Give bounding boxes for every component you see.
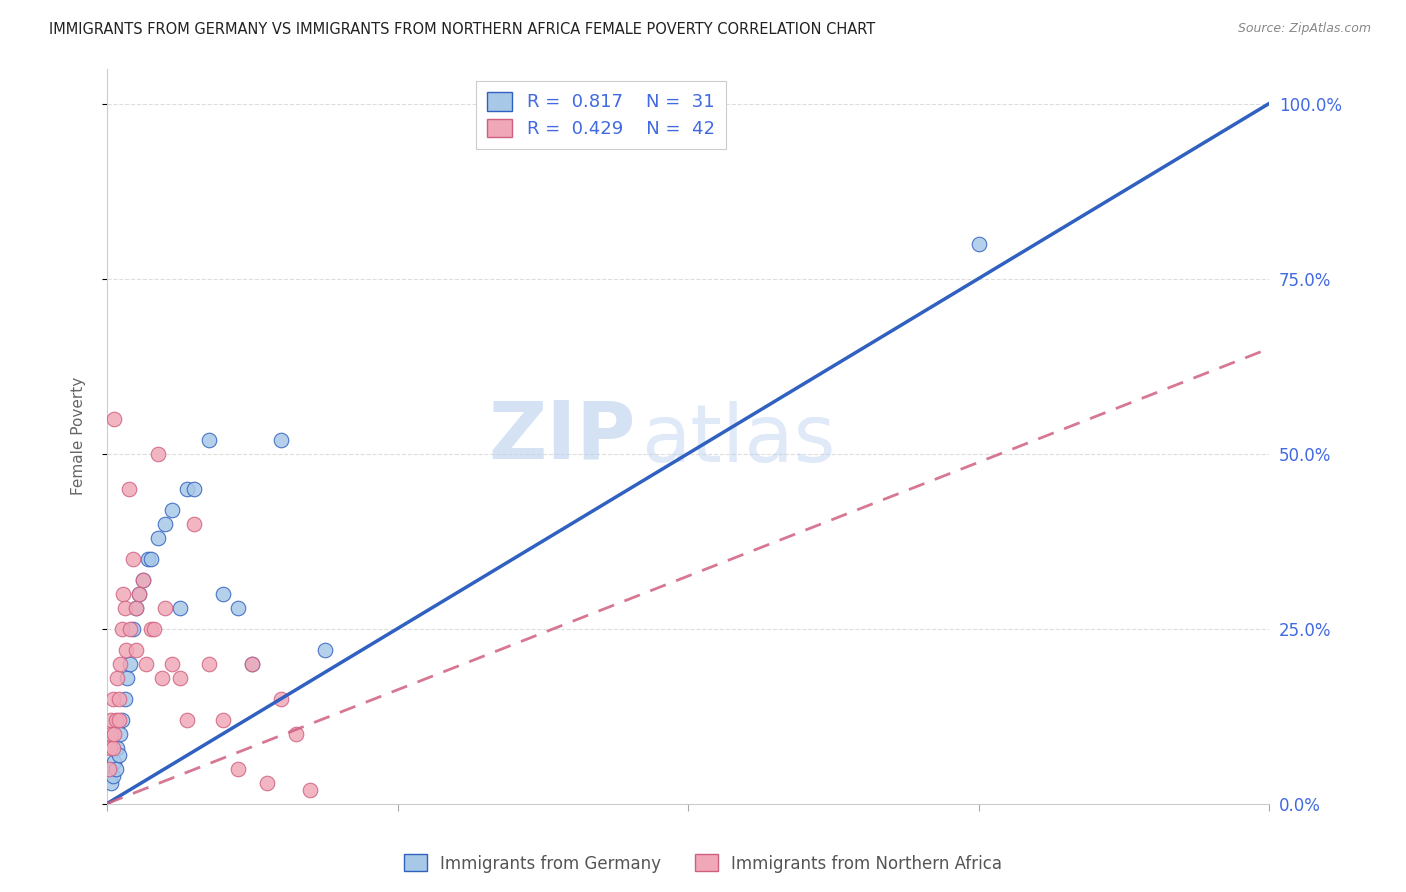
Point: [226, 600, 249, 615]
Point: [299, 782, 322, 797]
Point: [122, 622, 145, 636]
Point: [967, 236, 990, 251]
Legend: Immigrants from Germany, Immigrants from Northern Africa: Immigrants from Germany, Immigrants from…: [396, 847, 1010, 880]
Point: [114, 600, 136, 615]
Point: [132, 573, 155, 587]
Legend: R =  0.817    N =  31, R =  0.429    N =  42: R = 0.817 N = 31, R = 0.429 N = 42: [477, 81, 725, 149]
Point: [117, 671, 139, 685]
Point: [139, 551, 162, 566]
Point: [153, 600, 176, 615]
Point: [197, 433, 219, 447]
Point: [98, 762, 121, 776]
Point: [122, 551, 145, 566]
Point: [139, 622, 162, 636]
Point: [105, 671, 128, 685]
Point: [100, 775, 122, 789]
Point: [256, 775, 278, 789]
Point: [176, 482, 198, 496]
Point: [197, 657, 219, 671]
Point: [146, 446, 169, 460]
Point: [212, 713, 235, 727]
Point: [107, 691, 129, 706]
Point: [118, 482, 141, 496]
Point: [240, 657, 263, 671]
Point: [226, 762, 249, 776]
Point: [108, 657, 131, 671]
Point: [101, 740, 124, 755]
Point: [183, 516, 205, 531]
Point: [183, 482, 205, 496]
Point: [110, 622, 132, 636]
Point: [100, 726, 122, 740]
Point: [115, 642, 138, 657]
Point: [112, 586, 135, 600]
Point: [105, 740, 128, 755]
Point: [284, 726, 307, 740]
Point: [103, 411, 125, 425]
Text: Source: ZipAtlas.com: Source: ZipAtlas.com: [1237, 22, 1371, 36]
Point: [125, 642, 148, 657]
Point: [101, 768, 124, 782]
Point: [125, 600, 148, 615]
Text: IMMIGRANTS FROM GERMANY VS IMMIGRANTS FROM NORTHERN AFRICA FEMALE POVERTY CORREL: IMMIGRANTS FROM GERMANY VS IMMIGRANTS FR…: [49, 22, 876, 37]
Text: ZIP: ZIP: [488, 397, 636, 475]
Point: [142, 622, 165, 636]
Point: [97, 762, 120, 776]
Point: [104, 762, 127, 776]
Point: [108, 726, 131, 740]
Point: [150, 671, 173, 685]
Point: [132, 573, 155, 587]
Point: [176, 713, 198, 727]
Point: [162, 502, 184, 516]
Text: atlas: atlas: [641, 401, 837, 479]
Point: [146, 531, 169, 545]
Point: [110, 713, 132, 727]
Point: [270, 691, 292, 706]
Point: [162, 657, 184, 671]
Point: [212, 586, 235, 600]
Point: [135, 657, 157, 671]
Point: [169, 600, 191, 615]
Point: [100, 713, 122, 727]
Point: [153, 516, 176, 531]
Point: [120, 657, 142, 671]
Point: [128, 586, 150, 600]
Point: [120, 622, 142, 636]
Point: [101, 691, 124, 706]
Point: [169, 671, 191, 685]
Point: [103, 726, 125, 740]
Y-axis label: Female Poverty: Female Poverty: [72, 377, 86, 495]
Point: [114, 691, 136, 706]
Point: [128, 586, 150, 600]
Point: [104, 713, 127, 727]
Point: [103, 755, 125, 769]
Point: [270, 433, 292, 447]
Point: [240, 657, 263, 671]
Point: [314, 642, 336, 657]
Point: [107, 747, 129, 762]
Point: [136, 551, 159, 566]
Point: [125, 600, 148, 615]
Point: [107, 713, 129, 727]
Point: [98, 740, 121, 755]
